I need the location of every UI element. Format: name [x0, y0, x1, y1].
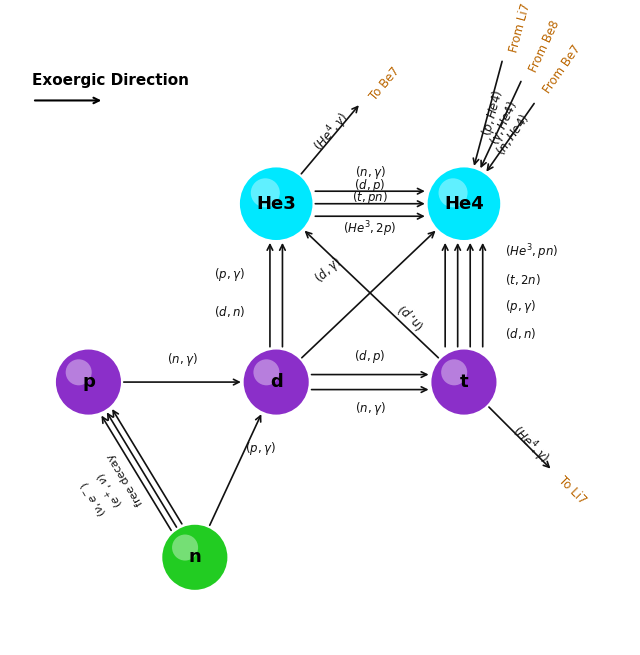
Circle shape [163, 525, 227, 590]
Circle shape [431, 350, 497, 415]
Text: $(n,\gamma)$: $(n,\gamma)$ [167, 351, 198, 368]
Circle shape [240, 168, 312, 240]
Text: $(d,p)$: $(d,p)$ [355, 348, 386, 365]
Text: To Be7: To Be7 [367, 65, 402, 103]
Text: $(n,\gamma)$: $(n,\gamma)$ [355, 400, 385, 417]
Text: p: p [82, 373, 95, 391]
Circle shape [253, 360, 280, 385]
Text: From Be8: From Be8 [527, 18, 563, 74]
Text: $(He^3,pn)$: $(He^3,pn)$ [504, 243, 558, 263]
Text: $(\gamma,He4)$: $(\gamma,He4)$ [487, 98, 522, 147]
Text: $(d,n)$: $(d,n)$ [214, 304, 245, 319]
Text: $(p,\gamma)$: $(p,\gamma)$ [504, 298, 535, 315]
Text: $(d,n)$: $(d,n)$ [504, 326, 536, 341]
Circle shape [66, 360, 92, 385]
Text: $(\nu,e^-)$: $(\nu,e^-)$ [78, 479, 109, 519]
Text: To Li7: To Li7 [556, 474, 588, 506]
Text: $(d,\gamma)$: $(d,\gamma)$ [311, 253, 345, 287]
Text: t: t [460, 373, 468, 391]
Text: From Li7: From Li7 [508, 2, 533, 54]
Text: $(e^+,\nu)$: $(e^+,\nu)$ [93, 468, 127, 510]
Text: $(t,pn)$: $(t,pn)$ [352, 189, 388, 206]
Text: $(He^3,2p)$: $(He^3,2p)$ [344, 219, 397, 239]
Text: free decay: free decay [106, 451, 145, 508]
Text: $(d,p)$: $(d,p)$ [355, 177, 386, 194]
Text: d: d [270, 373, 283, 391]
Circle shape [428, 168, 500, 240]
Text: Exoergic Direction: Exoergic Direction [32, 73, 189, 88]
Text: $(n,p)$: $(n,p)$ [395, 299, 429, 333]
Text: $(p,\gamma)$: $(p,\gamma)$ [245, 440, 276, 457]
Text: $(p,He4)$: $(p,He4)$ [478, 88, 507, 138]
Text: $(n,He4)$: $(n,He4)$ [493, 110, 532, 158]
Text: $(t,2n)$: $(t,2n)$ [504, 272, 540, 287]
Circle shape [56, 350, 121, 415]
Circle shape [441, 360, 467, 385]
Text: He3: He3 [256, 195, 296, 213]
Text: $(n,\gamma)$: $(n,\gamma)$ [355, 164, 385, 181]
Text: He4: He4 [444, 195, 484, 213]
Text: $(p,\gamma)$: $(p,\gamma)$ [214, 266, 244, 282]
Text: n: n [188, 548, 201, 567]
Circle shape [172, 534, 198, 561]
Text: $(He^4,\gamma)$: $(He^4,\gamma)$ [507, 422, 553, 468]
Circle shape [244, 350, 308, 415]
Circle shape [438, 178, 468, 208]
Circle shape [251, 178, 280, 208]
Text: $(He^4,\gamma)$: $(He^4,\gamma)$ [310, 109, 355, 156]
Text: From Be7: From Be7 [541, 43, 583, 96]
